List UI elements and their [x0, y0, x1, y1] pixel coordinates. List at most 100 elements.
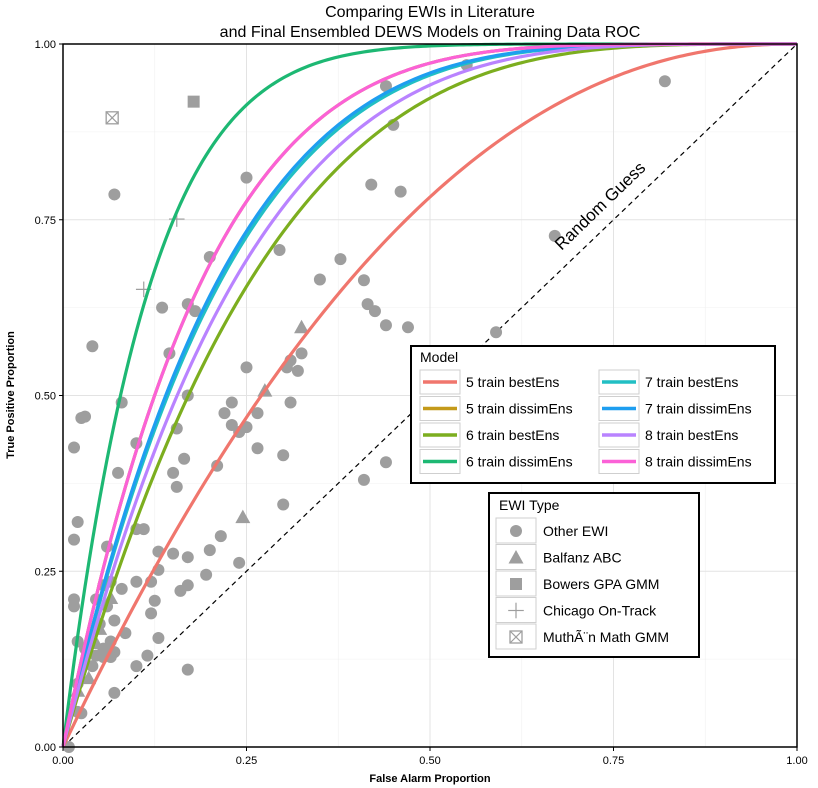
y-tick-label: 0.75: [35, 215, 56, 227]
y-tick-label: 0.25: [35, 566, 56, 578]
point-other-ewi: [108, 686, 121, 699]
roc-curve-5-train-bestens: [61, 42, 798, 748]
y-axis-title: True Positive Proportion: [5, 331, 17, 459]
model-legend-label: 5 train dissimEns: [466, 401, 573, 417]
point-other-ewi: [167, 466, 180, 479]
point-other-ewi: [170, 480, 183, 493]
point-other-ewi: [68, 600, 81, 613]
legend-symbol: [508, 550, 524, 564]
x-axis-title: False Alarm Proportion: [369, 773, 491, 785]
x-tick-label: 0.75: [603, 755, 624, 767]
point-balfanz-abc: [235, 509, 251, 524]
ewi-legend-title: EWI Type: [499, 497, 560, 513]
ewi-legend-item: Other EWI: [495, 517, 608, 544]
point-other-ewi: [295, 347, 308, 360]
x-tick-label: 1.00: [786, 755, 807, 767]
model-legend-label: 6 train bestEns: [466, 427, 559, 443]
ewi-legend-item: Bowers GPA GMM: [495, 570, 659, 597]
point-balfanz-abc: [294, 319, 310, 334]
model-legend-item: 5 train dissimEns: [419, 396, 573, 421]
model-legend-item: 6 train bestEns: [419, 422, 559, 448]
point-other-ewi: [394, 185, 407, 198]
point-other-ewi: [240, 361, 253, 374]
point-other-ewi: [108, 188, 121, 201]
chart-title-line2: and Final Ensembled DEWS Models on Train…: [220, 24, 641, 41]
point-other-ewi: [68, 533, 81, 546]
point-other-ewi: [130, 575, 143, 588]
point-other-ewi: [357, 274, 370, 287]
point-other-ewi: [490, 326, 503, 339]
point-other-ewi: [548, 229, 561, 242]
ewi-legend-item: Balfanz ABC: [495, 544, 622, 570]
model-legend-label: 7 train dissimEns: [645, 401, 752, 417]
model-legend-item: 7 train bestEns: [598, 369, 738, 395]
point-other-ewi: [152, 632, 165, 645]
point-other-ewi: [233, 556, 246, 569]
point-other-ewi: [291, 364, 304, 377]
point-balfanz-abc: [81, 670, 97, 685]
model-legend-item: 7 train dissimEns: [598, 396, 752, 421]
point-other-ewi: [167, 547, 180, 560]
point-other-ewi: [108, 614, 121, 627]
point-other-ewi: [365, 178, 378, 191]
chart-title-line1: Comparing EWIs in Literature: [325, 4, 535, 21]
point-other-ewi: [251, 442, 264, 455]
point-other-ewi: [115, 582, 128, 595]
model-legend-item: 8 train dissimEns: [598, 449, 752, 474]
legend-symbol: [508, 602, 524, 619]
model-legend-label: 6 train dissimEns: [466, 454, 573, 470]
y-tick-label: 0.00: [35, 742, 56, 754]
point-other-ewi: [71, 516, 84, 529]
y-tick-label: 1.00: [35, 39, 56, 51]
model-legend-label: 8 train dissimEns: [645, 454, 752, 470]
point-other-ewi: [658, 75, 671, 88]
legend-symbol: [510, 525, 522, 537]
ewi-legend-label: Chicago On-Track: [543, 603, 657, 619]
point-other-ewi: [86, 340, 99, 353]
point-other-ewi: [112, 466, 125, 479]
x-tick-label: 0.50: [419, 755, 440, 767]
point-other-ewi: [145, 607, 158, 620]
ewi-legend-label: Other EWI: [543, 523, 608, 539]
model-legend-item: 8 train bestEns: [598, 422, 738, 448]
point-other-ewi: [225, 419, 238, 432]
point-muthen-math-gmm: [105, 111, 119, 125]
ewi-legend: EWI Type Other EWI Balfanz ABC Bowers GPA …: [488, 492, 700, 658]
model-legend-label: 5 train bestEns: [466, 374, 559, 390]
point-other-ewi: [174, 584, 187, 597]
point-other-ewi: [141, 649, 154, 662]
point-other-ewi: [214, 530, 227, 543]
point-other-ewi: [181, 551, 194, 564]
point-other-ewi: [379, 80, 392, 93]
point-other-ewi: [156, 301, 169, 314]
legend-symbol: [510, 578, 522, 590]
axes: 0.00 0.25 0.50 0.75 1.00 0.00 0.25 0.50 0.75 1.00: [35, 39, 808, 767]
x-tick-label: 0.00: [52, 755, 73, 767]
x-tick-label: 0.25: [236, 755, 257, 767]
point-other-ewi: [313, 273, 326, 286]
point-other-ewi: [251, 407, 264, 420]
model-legend-title: Model: [420, 349, 458, 365]
point-other-ewi: [181, 663, 194, 676]
point-other-ewi: [334, 253, 347, 266]
point-other-ewi: [277, 498, 290, 511]
point-other-ewi: [379, 319, 392, 332]
model-legend: Model 5 train bestEns 5 train dissimEns 6 …: [410, 345, 776, 484]
point-other-ewi: [240, 171, 253, 184]
model-legend-item: 5 train bestEns: [419, 369, 559, 395]
point-other-ewi: [189, 305, 202, 318]
model-legend-label: 8 train bestEns: [645, 427, 738, 443]
point-other-ewi: [68, 441, 81, 454]
point-other-ewi: [203, 544, 216, 557]
model-legend-label: 7 train bestEns: [645, 374, 738, 390]
model-legend-item: 6 train dissimEns: [419, 449, 573, 474]
point-other-ewi: [130, 660, 143, 673]
point-other-ewi: [148, 594, 161, 607]
point-other-ewi: [218, 407, 231, 420]
point-other-ewi: [200, 568, 213, 581]
point-other-ewi: [401, 321, 414, 334]
ewi-legend-item: Chicago On-Track: [495, 597, 657, 623]
y-tick-label: 0.50: [35, 391, 56, 403]
ewi-legend-label: MuthÃ¨n Math GMM: [543, 629, 669, 645]
